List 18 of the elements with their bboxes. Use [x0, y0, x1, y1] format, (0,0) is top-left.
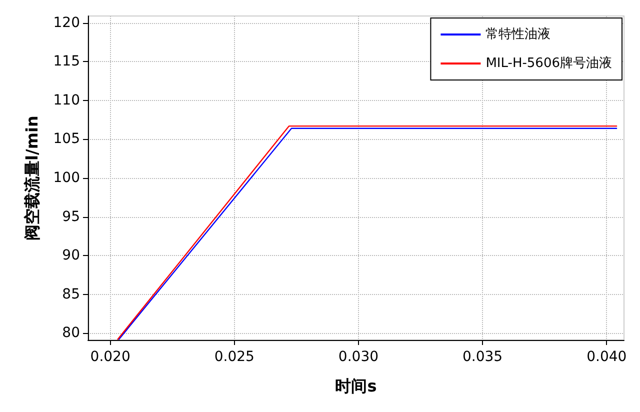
x-tick-label: 0.030: [338, 349, 379, 365]
y-tick-label: 80: [62, 325, 80, 342]
y-tick-label: 115: [53, 54, 80, 70]
x-axis-title: 时间s: [335, 376, 377, 396]
legend-label: 常特性油液: [486, 27, 551, 42]
legend-label: MIL-H-5606牌号油液: [486, 56, 612, 71]
x-tick-label: 0.025: [214, 349, 254, 365]
x-tick-label: 0.040: [586, 349, 627, 365]
y-tick-label: 95: [62, 208, 80, 225]
y-tick-label: 105: [53, 131, 80, 148]
y-tick-label: 85: [62, 286, 80, 302]
x-tick-label: 0.020: [90, 349, 130, 365]
y-tick-label: 120: [53, 14, 80, 31]
y-tick-label: 100: [53, 170, 80, 186]
y-axis-title: 阀空载流量l/min: [22, 116, 42, 240]
y-tick-label: 110: [53, 92, 80, 108]
y-tick-label: 90: [62, 248, 80, 264]
x-tick-label: 0.035: [462, 349, 503, 365]
